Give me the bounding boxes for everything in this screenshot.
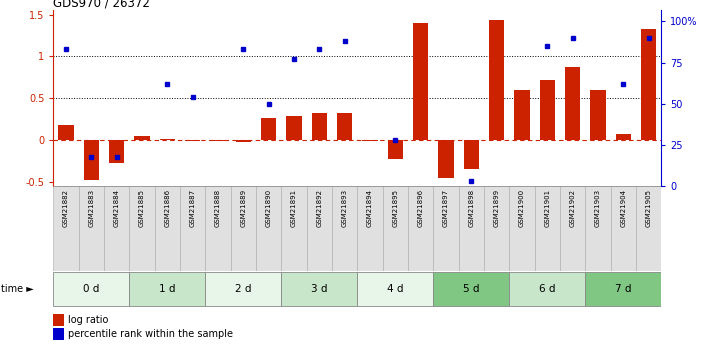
Text: time ►: time ► <box>1 284 33 294</box>
Bar <box>205 186 230 271</box>
Bar <box>230 186 256 271</box>
Bar <box>611 186 636 271</box>
Bar <box>311 114 327 140</box>
Bar <box>129 186 154 271</box>
Text: GSM21905: GSM21905 <box>646 189 651 227</box>
Bar <box>210 140 225 141</box>
Bar <box>509 186 535 271</box>
Bar <box>438 140 454 178</box>
Bar <box>616 134 631 140</box>
Text: 3 d: 3 d <box>311 284 328 294</box>
Text: 2 d: 2 d <box>235 284 252 294</box>
Text: 4 d: 4 d <box>387 284 404 294</box>
Text: log ratio: log ratio <box>68 315 108 325</box>
Text: GSM21894: GSM21894 <box>367 189 373 227</box>
Bar <box>433 186 459 271</box>
Bar <box>585 186 611 271</box>
Text: GSM21896: GSM21896 <box>417 189 424 227</box>
Text: 5 d: 5 d <box>463 284 479 294</box>
Bar <box>154 186 180 271</box>
Bar <box>287 116 301 140</box>
Bar <box>58 125 73 140</box>
Bar <box>489 20 504 140</box>
Text: GSM21884: GSM21884 <box>114 189 119 227</box>
Text: GSM21895: GSM21895 <box>392 189 398 227</box>
Bar <box>565 67 580 140</box>
Bar <box>535 186 560 271</box>
Bar <box>387 140 403 159</box>
Text: GSM21890: GSM21890 <box>266 189 272 227</box>
Bar <box>540 80 555 140</box>
Bar <box>560 186 585 271</box>
Text: GSM21893: GSM21893 <box>341 189 348 227</box>
Text: GSM21903: GSM21903 <box>595 189 601 227</box>
Text: GSM21882: GSM21882 <box>63 189 69 227</box>
Text: GSM21887: GSM21887 <box>190 189 196 227</box>
Text: 1 d: 1 d <box>159 284 176 294</box>
Bar <box>256 186 282 271</box>
Bar <box>53 186 79 271</box>
Bar <box>641 29 656 140</box>
Text: 0 d: 0 d <box>83 284 100 294</box>
Bar <box>459 186 484 271</box>
Text: GSM21902: GSM21902 <box>570 189 576 227</box>
Text: GSM21898: GSM21898 <box>469 189 474 227</box>
Bar <box>357 186 383 271</box>
Text: 7 d: 7 d <box>615 284 631 294</box>
Bar <box>261 118 276 140</box>
Text: GSM21889: GSM21889 <box>240 189 246 227</box>
Bar <box>79 186 104 271</box>
Bar <box>306 186 332 271</box>
Bar <box>357 272 433 306</box>
Bar <box>160 139 175 140</box>
Text: percentile rank within the sample: percentile rank within the sample <box>68 329 232 339</box>
Bar <box>129 272 205 306</box>
Text: GSM21901: GSM21901 <box>544 189 550 227</box>
Text: GSM21899: GSM21899 <box>493 189 500 227</box>
Bar <box>109 140 124 163</box>
Bar <box>636 186 661 271</box>
Bar <box>104 186 129 271</box>
Text: GSM21897: GSM21897 <box>443 189 449 227</box>
Bar <box>509 272 585 306</box>
Text: GSM21886: GSM21886 <box>164 189 171 227</box>
Bar <box>408 186 433 271</box>
Bar <box>180 186 205 271</box>
Text: GSM21885: GSM21885 <box>139 189 145 227</box>
Bar <box>205 272 282 306</box>
Text: GSM21888: GSM21888 <box>215 189 221 227</box>
Bar <box>282 186 306 271</box>
Text: GDS970 / 26372: GDS970 / 26372 <box>53 0 150 9</box>
Bar <box>84 140 99 180</box>
Text: GSM21900: GSM21900 <box>519 189 525 227</box>
Text: GSM21883: GSM21883 <box>88 189 95 227</box>
Text: GSM21892: GSM21892 <box>316 189 322 227</box>
Bar <box>433 272 509 306</box>
Bar <box>53 272 129 306</box>
Bar <box>413 23 428 140</box>
Text: GSM21891: GSM21891 <box>291 189 297 227</box>
Bar <box>363 140 378 141</box>
Bar <box>590 90 606 140</box>
Text: 6 d: 6 d <box>539 284 555 294</box>
Bar <box>185 140 201 141</box>
Bar <box>484 186 509 271</box>
Bar <box>282 272 357 306</box>
Bar <box>235 140 251 142</box>
Bar <box>514 90 530 140</box>
Bar <box>383 186 408 271</box>
Bar <box>337 114 352 140</box>
Bar <box>134 136 149 140</box>
Bar <box>464 140 479 169</box>
Bar <box>585 272 661 306</box>
Text: GSM21904: GSM21904 <box>620 189 626 227</box>
Bar <box>332 186 357 271</box>
